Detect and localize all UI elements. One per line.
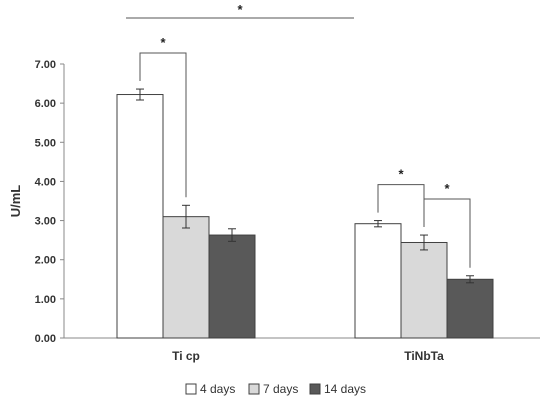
y-tick-label: 1.00: [35, 294, 56, 306]
legend-swatch-14-days: [309, 383, 321, 395]
y-tick-label: 3.00: [35, 216, 56, 228]
significance-star: *: [398, 167, 404, 182]
legend-swatch-7-days: [248, 383, 260, 395]
y-tick-labels: 0.00 1.00 2.00 3.00 4.00 5.00 6.00 7.00: [35, 59, 64, 345]
significance-star: *: [237, 2, 243, 17]
y-tick-label: 2.00: [35, 255, 56, 267]
error-bars: [136, 88, 474, 284]
y-tick-label: 5.00: [35, 137, 56, 149]
bar-tinbta-14-days: [446, 278, 494, 339]
significance-star: *: [160, 35, 166, 50]
bar-tinbta-7-days: [400, 241, 448, 339]
legend-swatch-4-days: [185, 383, 197, 395]
bar-ti-cp-14-days: [208, 234, 256, 339]
bars: [116, 94, 494, 339]
significance-brackets: * * * *: [126, 2, 471, 268]
category-label: Ti cp: [172, 349, 200, 363]
bar-ti-cp-7-days: [162, 216, 210, 339]
legend: 4 days 7 days 14 days: [185, 382, 366, 396]
category-labels: Ti cp TiNbTa: [172, 349, 444, 363]
y-tick-label: 7.00: [35, 59, 56, 71]
significance-bracket: [139, 52, 187, 198]
legend-label: 14 days: [324, 382, 366, 396]
y-tick-label: 4.00: [35, 176, 56, 188]
y-tick-label: 0.00: [35, 333, 56, 345]
y-axis-title: U/mL: [8, 185, 23, 218]
bar-tinbta-4-days: [354, 223, 402, 339]
significance-bracket: [423, 198, 471, 268]
y-tick-label: 6.00: [35, 98, 56, 110]
legend-label: 7 days: [263, 382, 298, 396]
significance-bracket: [377, 184, 425, 228]
significance-star: *: [444, 181, 450, 196]
legend-label: 4 days: [200, 382, 235, 396]
category-label: TiNbTa: [404, 349, 444, 363]
bar-ti-cp-4-days: [116, 94, 164, 339]
